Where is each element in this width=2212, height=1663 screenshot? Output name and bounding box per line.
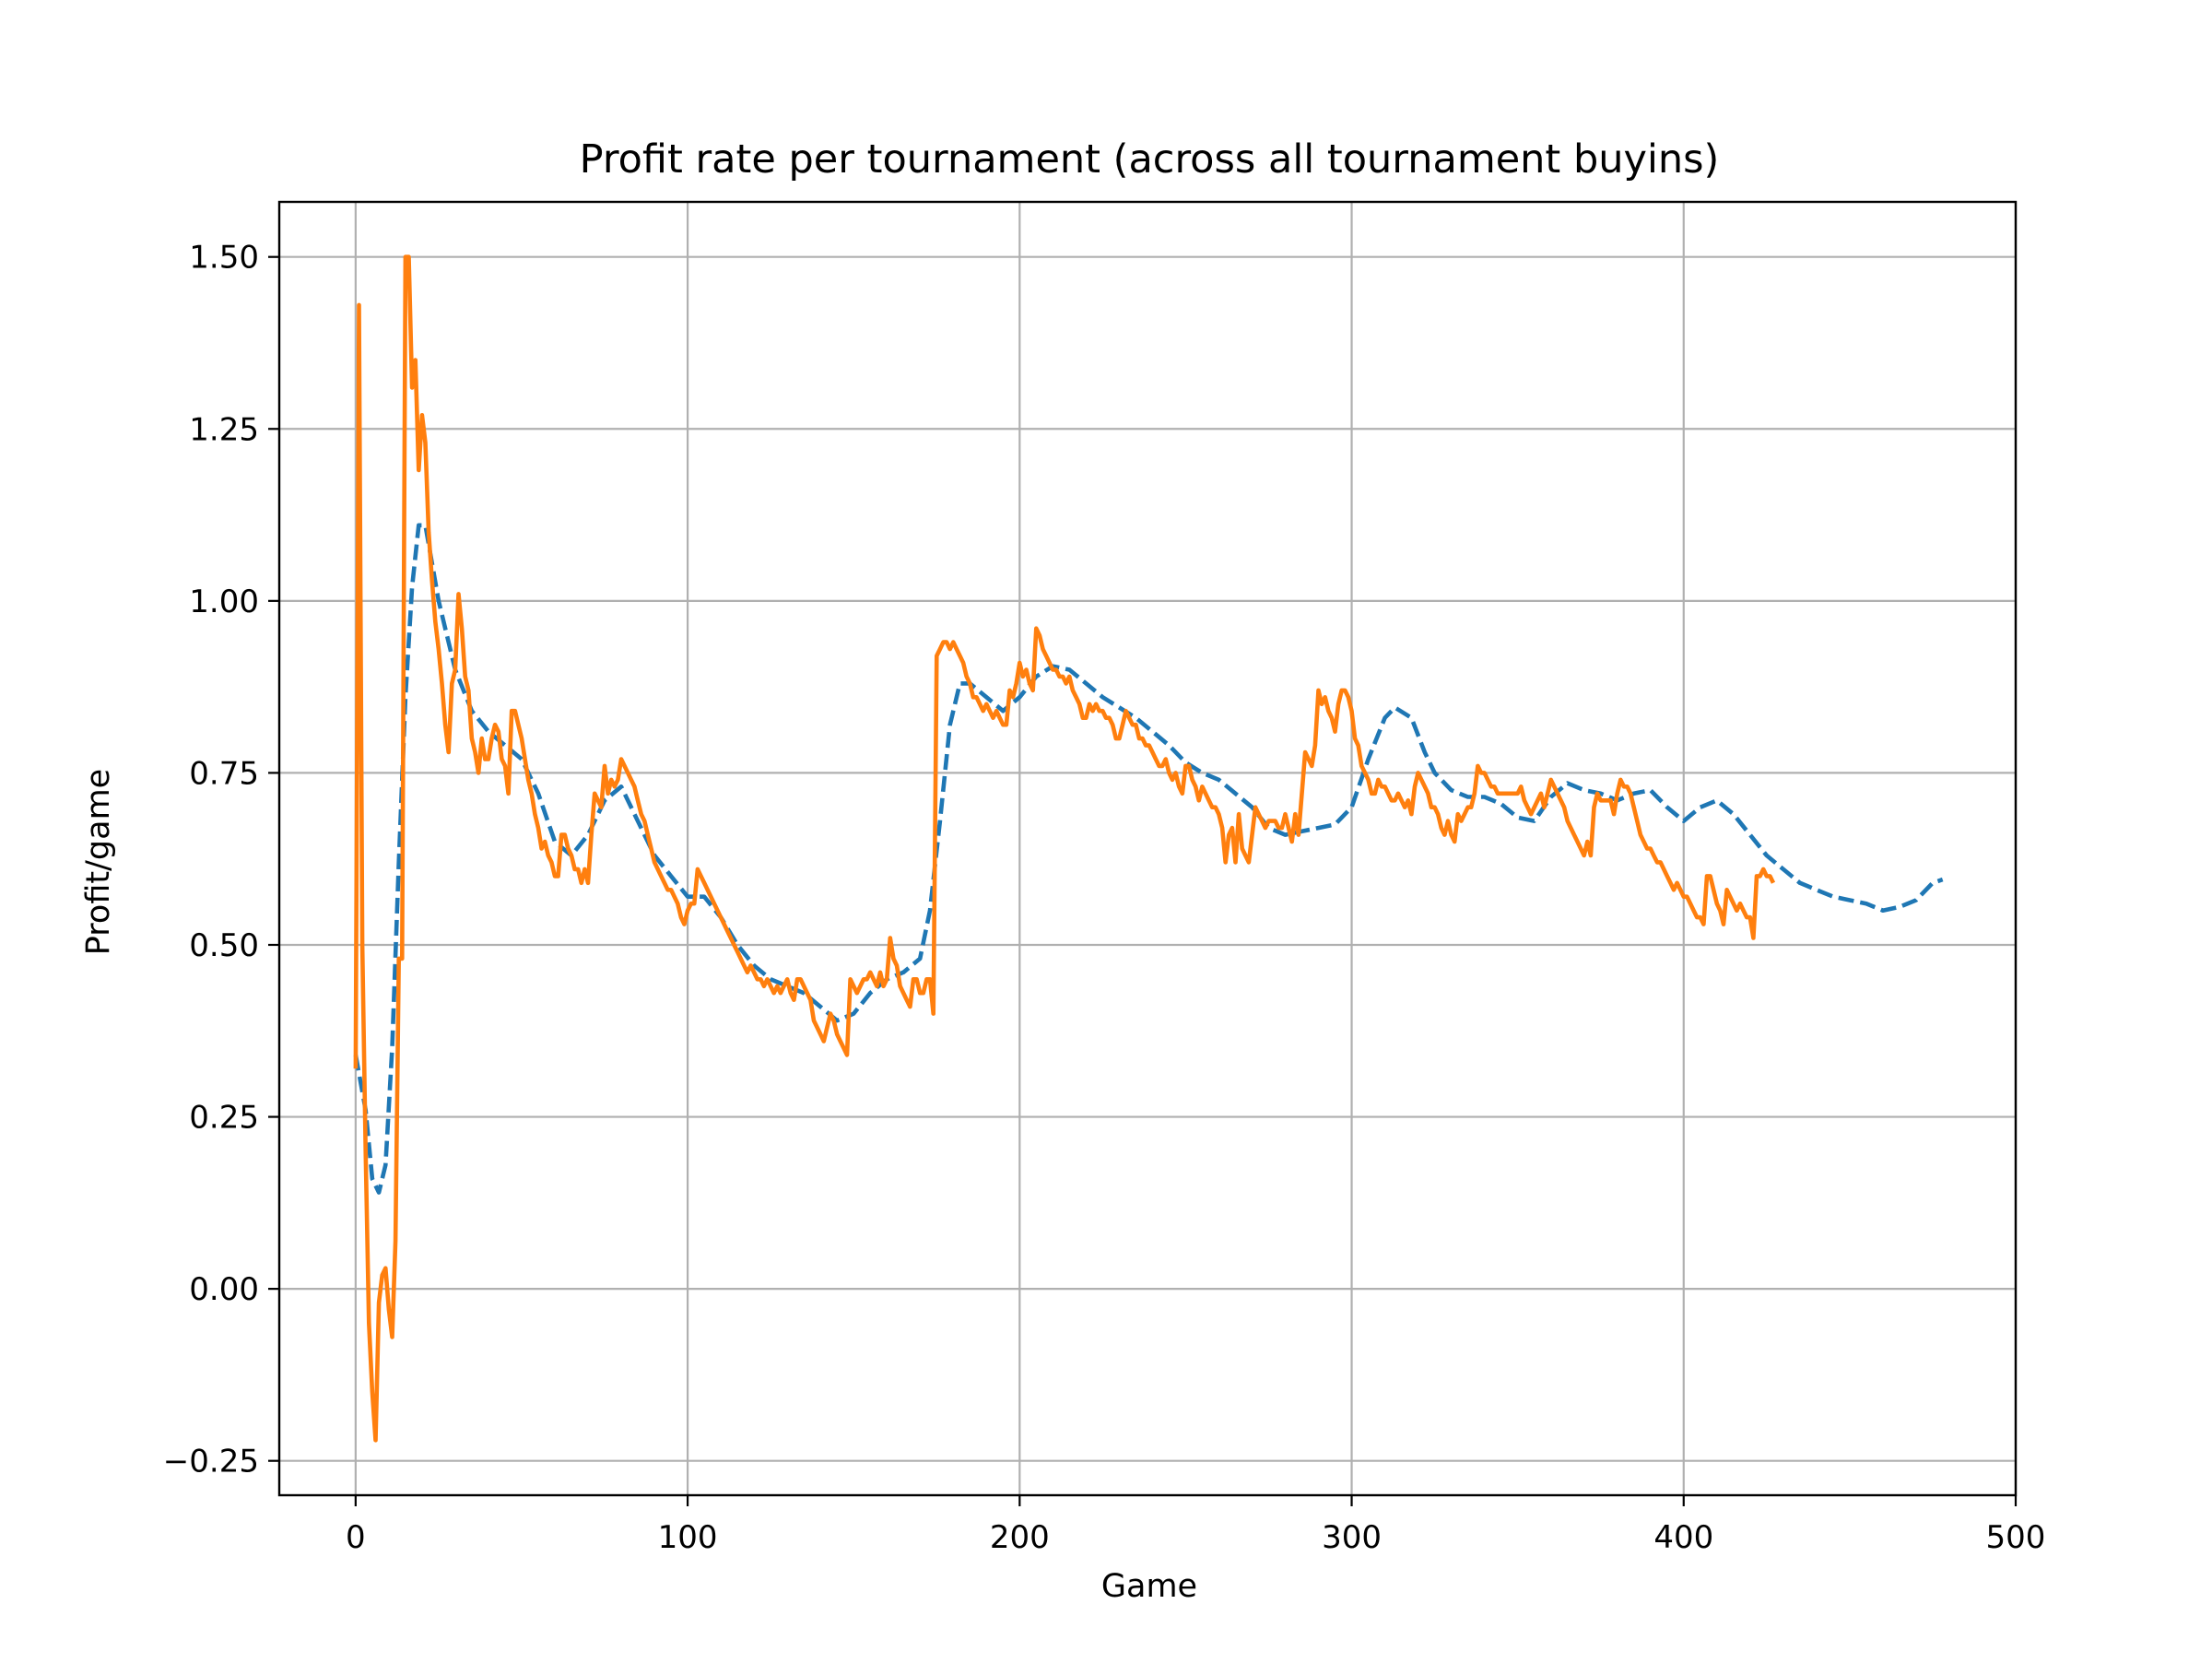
y-axis-label: Profit/game <box>80 769 117 955</box>
x-axis-label: Game <box>1101 1568 1197 1605</box>
y-tick-label: 1.50 <box>189 240 259 277</box>
x-tick-label: 300 <box>1322 1519 1382 1556</box>
y-tick-label: 0.25 <box>189 1100 259 1137</box>
series-line-dashed <box>353 523 1944 1195</box>
axis-ticks: 0 100 200 300 400 500 −0.25 0.00 0.25 0.50 0.75 1.0… <box>163 240 2046 1556</box>
plot-series <box>353 254 1944 1443</box>
x-tick-label: 400 <box>1653 1519 1713 1556</box>
x-tick-label: 500 <box>1986 1519 2046 1556</box>
series-line-solid <box>353 254 1776 1443</box>
y-tick-label: 1.00 <box>189 584 259 620</box>
x-tick-label: 100 <box>658 1519 718 1556</box>
y-tick-label: 0.50 <box>189 927 259 964</box>
y-tick-label: −0.25 <box>163 1444 259 1480</box>
y-tick-label: 1.25 <box>189 411 259 448</box>
x-tick-label: 200 <box>990 1519 1050 1556</box>
chart-title: Profit rate per tournament (across all t… <box>580 136 1720 183</box>
x-tick-label: 0 <box>346 1519 366 1556</box>
axes-frame <box>277 200 2018 1497</box>
y-tick-label: 0.75 <box>189 755 259 792</box>
y-tick-label: 0.00 <box>189 1271 259 1308</box>
